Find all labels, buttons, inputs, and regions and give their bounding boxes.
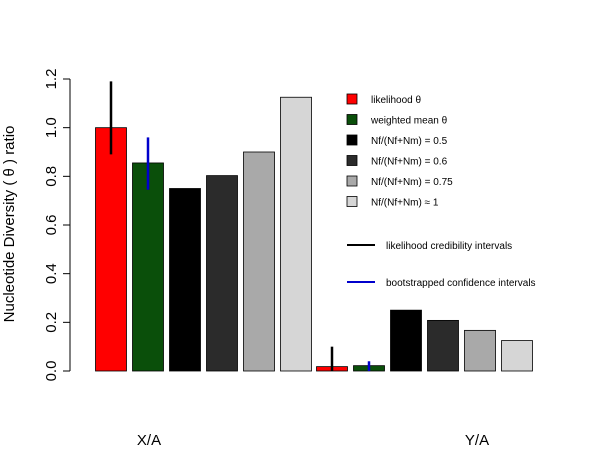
y-tick-label: 0.2 bbox=[43, 312, 60, 333]
y-tick-label: 0.4 bbox=[43, 263, 60, 284]
group-label: Y/A bbox=[465, 432, 489, 449]
legend-label: Nf/(Nf+Nm) = 0.6 bbox=[371, 157, 448, 168]
bar bbox=[243, 151, 275, 372]
legend-label: weighted mean θ bbox=[370, 116, 448, 127]
legend-swatch bbox=[346, 155, 358, 166]
y-tick-label: 0.8 bbox=[43, 166, 60, 187]
y-tick-label: 0.0 bbox=[43, 361, 60, 382]
group-labels: X/A Y/A bbox=[137, 432, 489, 449]
bar bbox=[95, 127, 127, 372]
bar bbox=[280, 96, 312, 372]
bar bbox=[132, 162, 164, 372]
group-label: X/A bbox=[137, 432, 161, 449]
y-axis-title: Nucleotide Diversity ( θ ) ratio bbox=[1, 126, 18, 323]
legend: likelihood θ weighted mean θ Nf/(Nf+Nm) = … bbox=[346, 93, 536, 289]
legend-label: likelihood credibility intervals bbox=[386, 241, 512, 252]
legend-swatch bbox=[346, 134, 358, 146]
legend-label: bootstrapped confidence intervals bbox=[386, 278, 536, 289]
y-tick-label: 0.6 bbox=[43, 215, 60, 236]
legend-label: Nf/(Nf+Nm) ≈ 1 bbox=[371, 198, 439, 209]
legend-label: likelihood θ bbox=[371, 95, 421, 106]
y-tick-label: 1.2 bbox=[43, 69, 60, 90]
bar bbox=[464, 329, 496, 372]
legend-swatch bbox=[346, 175, 358, 187]
legend-label: Nf/(Nf+Nm) = 0.5 bbox=[371, 136, 448, 147]
legend-swatch bbox=[346, 93, 358, 105]
legend-swatch bbox=[346, 114, 358, 125]
bar bbox=[169, 188, 201, 372]
bar bbox=[390, 309, 422, 372]
y-tick-label: 1.0 bbox=[43, 117, 60, 138]
bars-layer bbox=[95, 96, 533, 372]
bar bbox=[501, 340, 533, 372]
bar bbox=[206, 175, 238, 372]
legend-label: Nf/(Nf+Nm) = 0.75 bbox=[371, 177, 453, 188]
y-axis: 0.0 0.2 0.4 0.6 0.8 1.0 1.2 bbox=[43, 69, 71, 382]
legend-swatch bbox=[346, 196, 358, 207]
interval-layer bbox=[109, 81, 371, 371]
bar bbox=[427, 319, 459, 372]
